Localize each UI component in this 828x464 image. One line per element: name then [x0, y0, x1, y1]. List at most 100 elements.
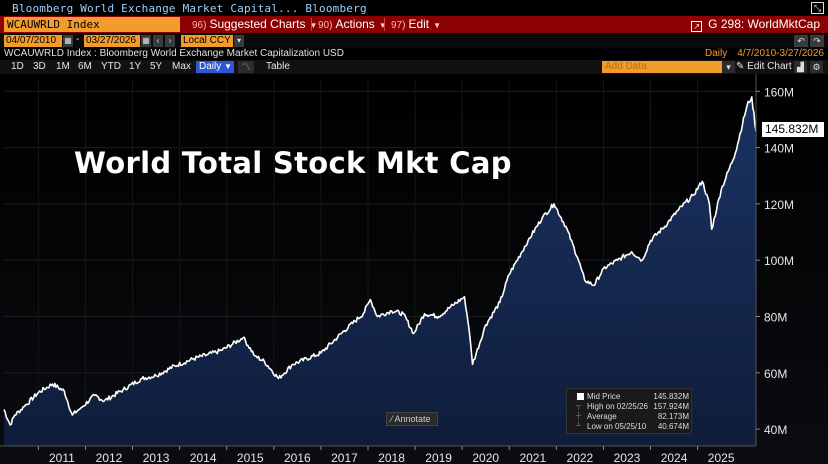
suggested-charts-button[interactable]: 96) Suggested Charts ▼	[188, 17, 317, 32]
range-1m[interactable]: 1M	[56, 61, 70, 72]
y-tick-label: 120M	[764, 198, 794, 212]
external-link-icon: ↗	[691, 21, 703, 32]
x-tick-label: 2023	[614, 451, 641, 464]
end-calendar-icon[interactable]: ▦	[141, 35, 151, 47]
range-ytd[interactable]: YTD	[101, 61, 121, 72]
legend-low-label: Low on 05/25/10	[587, 422, 647, 431]
range-6m[interactable]: 6M	[78, 61, 92, 72]
chart-title: World Total Stock Mkt Cap	[74, 146, 512, 180]
x-tick-label: 2019	[425, 451, 452, 464]
price-chart[interactable]: 40M 60M 80M 100M 120M 140M 160M 2011 2012 2013 201…	[0, 74, 828, 464]
end-date-input[interactable]: 03/27/2026	[84, 35, 140, 47]
period-info: Daily 4/7/2010-3/27/2026	[695, 48, 824, 59]
chevron-down-icon[interactable]: ▾	[234, 35, 244, 47]
edit-button[interactable]: 97) Edit ▼	[387, 17, 441, 32]
legend-low-marker-icon: ┴	[576, 423, 581, 430]
y-tick-label: 80M	[764, 310, 787, 324]
actions-label: Actions	[335, 17, 375, 31]
command-bar: WCAUWRLD Index 96) Suggested Charts ▼ 90) A…	[0, 16, 828, 33]
x-tick-label: 2016	[284, 451, 311, 464]
legend-high: ┬ High on 02/25/26 157.924M	[567, 402, 693, 411]
start-calendar-icon[interactable]: ▦	[63, 35, 73, 47]
suggested-charts-number: 96)	[192, 20, 207, 31]
legend-average: ┼ Average 82.173M	[567, 412, 693, 421]
legend-mid-value: 145.832M	[653, 392, 689, 401]
x-tick-label: 2024	[661, 451, 688, 464]
x-tick-label: 2015	[237, 451, 264, 464]
chevron-down-icon: ▼	[309, 21, 318, 30]
suggested-charts-label: Suggested Charts	[209, 17, 306, 31]
prev-arrow-icon[interactable]: ‹	[153, 35, 163, 47]
gear-icon[interactable]: ⚙	[810, 61, 823, 73]
range-1d[interactable]: 1D	[11, 61, 24, 72]
y-tick-label: 100M	[764, 254, 794, 268]
add-data-dropdown-icon[interactable]: ▾	[722, 61, 735, 73]
legend-average-value: 82.173M	[657, 412, 689, 421]
period-label: Daily	[705, 48, 728, 59]
ticker-input[interactable]: WCAUWRLD Index	[4, 17, 180, 32]
legend-mid: Mid Price 145.832M	[567, 392, 693, 401]
range-3d[interactable]: 3D	[33, 61, 46, 72]
legend-low-value: 40.674M	[657, 422, 689, 431]
legend-high-label: High on 02/25/26	[587, 402, 648, 411]
range-1y[interactable]: 1Y	[129, 61, 142, 72]
chevron-down-icon: ▼	[224, 62, 232, 71]
legend-swatch	[577, 393, 584, 400]
chart-toolbar: 1D 3D 1M 6M YTD 1Y 5Y Max Daily ▼ 〽 Tabl…	[0, 60, 828, 74]
annotate-button[interactable]: ⁄ Annotate	[386, 412, 438, 426]
legend-average-marker-icon: ┼	[576, 413, 581, 420]
x-tick-label: 2022	[567, 451, 594, 464]
legend-high-value: 157.924M	[653, 402, 689, 411]
security-info-row: WCAUWRLD Index : Bloomberg World Exchang…	[0, 48, 828, 60]
y-tick-label: 40M	[764, 423, 787, 437]
legend-average-label: Average	[587, 412, 617, 421]
legend-high-marker-icon: ┬	[576, 403, 581, 410]
y-tick-label: 140M	[764, 142, 794, 156]
function-code[interactable]: ↗ G 298: WorldMktCap	[691, 17, 820, 32]
x-tick-label: 2018	[378, 451, 405, 464]
range-5y[interactable]: 5Y	[150, 61, 163, 72]
chevron-down-icon: ▼	[433, 21, 442, 30]
add-data-input[interactable]: Add Data	[602, 61, 722, 73]
line-chart-icon[interactable]: 〽	[238, 61, 254, 73]
y-tick-label: 60M	[764, 367, 787, 381]
chart-area[interactable]: 40M 60M 80M 100M 120M 140M 160M 2011 2012 2013 201…	[0, 74, 828, 464]
chart-type-icon[interactable]: ▟	[794, 61, 807, 73]
legend-low: ┴ Low on 05/25/10 40.674M	[567, 422, 693, 431]
frequency-label: Daily	[199, 61, 222, 72]
x-tick-label: 2017	[331, 451, 358, 464]
pencil-icon: ✎	[736, 61, 745, 72]
range-max[interactable]: Max	[172, 61, 191, 72]
edit-number: 97)	[391, 20, 406, 31]
actions-button[interactable]: 90) Actions ▼	[314, 17, 387, 32]
frequency-select[interactable]: Daily ▼	[196, 61, 234, 73]
x-tick-label: 2021	[519, 451, 546, 464]
date-range-row: 04/07/2010 ▦ - 03/27/2026 ▦ ‹ › Local CC…	[0, 34, 828, 48]
window-resize-icon[interactable]: ⤡	[811, 2, 824, 14]
chevron-down-icon: ▼	[378, 21, 387, 30]
x-tick-label: 2014	[190, 451, 217, 464]
next-arrow-icon[interactable]: ›	[165, 35, 175, 47]
table-button[interactable]: Table	[266, 61, 290, 72]
x-tick-label: 2011	[49, 451, 75, 464]
window-title-bar: Bloomberg World Exchange Market Capital.…	[0, 0, 828, 16]
date-range-label: 4/7/2010-3/27/2026	[737, 48, 824, 59]
security-description: WCAUWRLD Index : Bloomberg World Exchang…	[4, 48, 344, 59]
y-tick-label: 160M	[764, 85, 794, 99]
edit-chart-button[interactable]: ✎ Edit Chart	[736, 61, 792, 73]
undo-icon[interactable]: ↶	[794, 35, 808, 47]
function-code-label: G 298: WorldMktCap	[708, 17, 820, 31]
annotate-label: Annotate	[394, 414, 431, 424]
chart-legend: Mid Price 145.832M ┬ High on 02/25/26 157.9…	[566, 388, 692, 434]
redo-icon[interactable]: ↷	[810, 35, 824, 47]
x-tick-label: 2013	[143, 451, 170, 464]
series-line	[3, 96, 757, 426]
actions-number: 90)	[318, 20, 333, 31]
x-tick-label: 2012	[96, 451, 123, 464]
divider	[384, 18, 385, 31]
start-date-input[interactable]: 04/07/2010	[4, 35, 62, 47]
currency-select[interactable]: Local CCY	[181, 35, 233, 47]
annotate-icon: ⁄	[391, 414, 393, 424]
last-price-label: 145.832M	[762, 122, 824, 137]
edit-label: Edit	[408, 17, 430, 31]
